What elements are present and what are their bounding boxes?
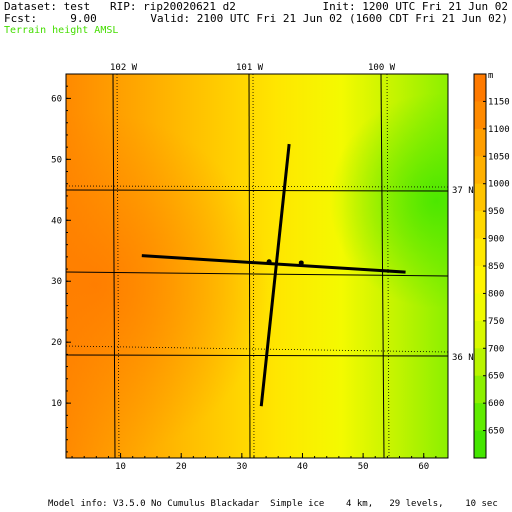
colorbar-unit: m [488,71,493,81]
x-tick-label: 40 [297,462,308,472]
boundary-line [248,73,251,459]
colorbar-swatch [474,74,486,102]
field-title: Terrain height AMSL [4,25,118,37]
colorbar-swatch [474,320,486,349]
init-label: Init: [322,0,356,13]
boundary-line [65,354,449,357]
colorbar-label: 850 [488,262,504,272]
colorbar-label: 1050 [488,152,510,162]
lon-label: 101 W [236,63,264,73]
x-tick-label: 10 [115,462,126,472]
lon-label: 102 W [110,63,138,73]
x-axis: 10 20 30 40 50 60 [71,453,449,472]
lon-label: 100 W [368,63,396,73]
lon-line [116,73,120,459]
y-tick-label: 30 [51,277,62,287]
colorbar-label: 750 [488,317,504,327]
colorbar-swatch [474,156,486,185]
colorbar-swatch [474,375,486,404]
colorbar-label: 700 [488,344,504,354]
cross-section-lines [141,143,406,407]
colorbar-swatch [474,128,486,157]
cross-section-line-a [141,254,406,274]
valid-value: 2100 UTC Fri 21 Jun 02 (1600 CDT Fri 21 … [196,12,508,25]
lat-line [65,345,449,353]
colorbar-swatch [474,403,486,432]
y-tick-label: 50 [51,155,62,165]
model-info: Model info: V3.5.0 No Cumulus Blackadar … [48,499,498,509]
field-title-text: Terrain height AMSL [4,25,119,36]
y-tick-label: 20 [51,338,62,348]
y-axis: 10 20 30 40 50 60 [51,73,71,453]
colorbar-label: 1000 [488,180,510,190]
boundary-line [65,189,449,192]
x-tick-label: 20 [176,462,187,472]
boundary-line [112,73,116,459]
lat-line [65,185,449,188]
colorbar-label: 650 [488,427,504,437]
lon-line [252,73,255,459]
colorbar-label: 950 [488,207,504,217]
y-tick-label: 10 [51,399,62,409]
colorbar-label: 600 [488,399,504,409]
plot-frame [65,73,449,459]
colorbar-swatch [474,238,486,267]
colorbar-swatch [474,211,486,240]
rip-value: rip20020621 d2 [143,0,236,13]
fcst-value: 9.00 [70,12,97,25]
valid-line: Valid: 2100 UTC Fri 21 Jun 02 (1600 CDT … [150,13,508,25]
colorbar: m 1150 1100 1050 1000 950 900 850 800 750 700 650 60… [473,71,510,459]
colorbar-swatch [474,183,486,212]
dataset-value: test [63,0,91,13]
plot-area [66,74,448,458]
x-tick-label: 50 [358,462,369,472]
colorbar-label: 1150 [488,97,510,107]
colorbar-swatch [474,348,486,377]
cross-section-marker [298,260,304,266]
dataset-label: Dataset: [4,0,57,13]
x-tick-label: 60 [418,462,429,472]
fcst-label: Fcst: [4,12,38,25]
boundary-line [65,271,449,277]
init-value: 1200 UTC Fri 21 Jun 02 [362,0,508,13]
x-tick-label: 30 [236,462,247,472]
colorbar-label: 800 [488,289,504,299]
colorbar-swatch [474,266,486,294]
colorbar-label: 650 [488,372,504,382]
terrain-low-east [66,74,448,458]
colorbar-label: 900 [488,235,504,245]
lat-label: 36 N [452,353,474,363]
dataset-line: Dataset: test RIP: rip20020621 d2 [4,1,236,13]
colorbar-swatch [474,430,486,459]
boundary-line [380,73,385,459]
lat-label: 37 N [452,186,474,196]
colorbar-label: 1100 [488,125,510,135]
y-tick-label: 40 [51,216,62,226]
map-lines [65,73,449,459]
rip-label: RIP: [109,0,137,13]
fcst-line: Fcst: 9.00 [4,13,97,25]
colorbar-swatch [474,101,486,130]
cross-section-marker [266,259,272,265]
colorbar-swatch [474,293,486,322]
valid-label: Valid: [150,12,191,25]
cross-section-line-b [259,143,291,407]
lon-line [386,73,390,459]
init-line: Init: 1200 UTC Fri 21 Jun 02 [323,1,508,13]
y-tick-label: 60 [51,94,62,104]
